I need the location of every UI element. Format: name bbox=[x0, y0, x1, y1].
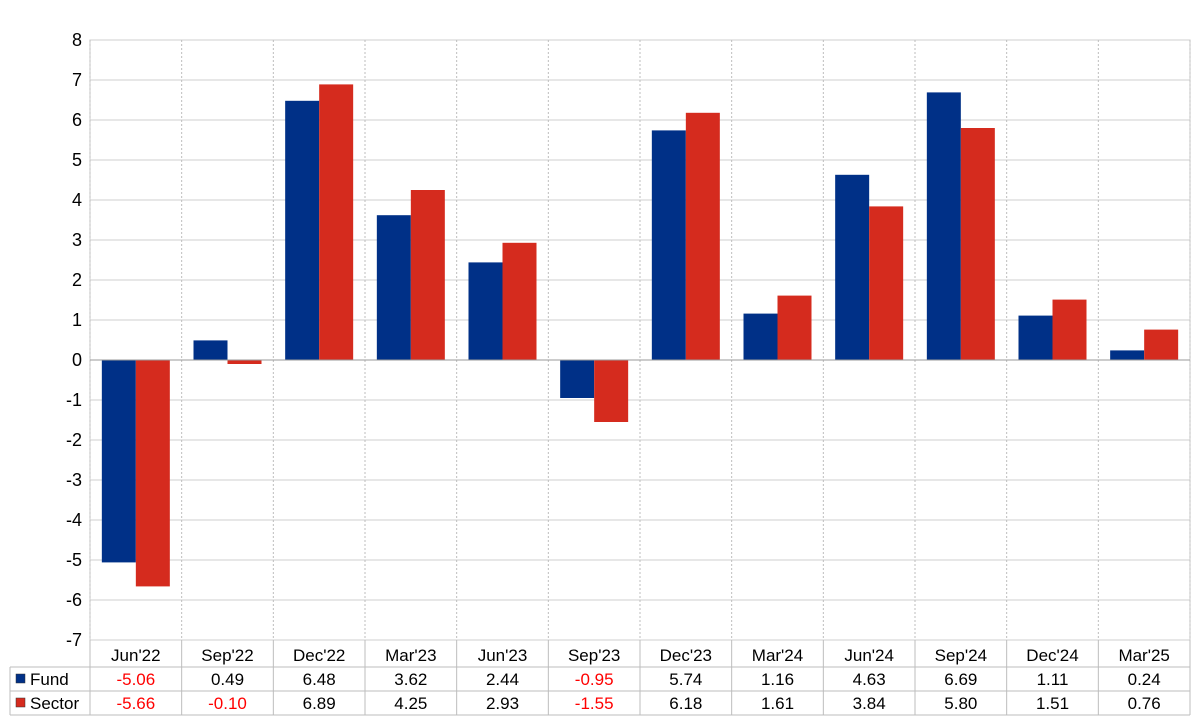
x-tick-label: Dec'23 bbox=[660, 646, 712, 665]
bar-sector bbox=[685, 112, 720, 360]
bar-sector bbox=[227, 360, 262, 364]
bar-fund bbox=[560, 360, 595, 398]
x-tick-label: Dec'22 bbox=[293, 646, 345, 665]
bar-fund bbox=[835, 174, 870, 360]
data-label: 3.84 bbox=[853, 694, 886, 713]
bar-fund bbox=[285, 100, 320, 361]
legend-swatch-fund bbox=[15, 673, 26, 684]
y-tick-label: 5 bbox=[72, 150, 82, 170]
y-tick-label: -3 bbox=[66, 470, 82, 490]
y-tick-label: 3 bbox=[72, 230, 82, 250]
bar-fund bbox=[1110, 350, 1145, 360]
y-tick-label: -4 bbox=[66, 510, 82, 530]
y-tick-label: -5 bbox=[66, 550, 82, 570]
data-label: 0.49 bbox=[211, 670, 244, 689]
y-tick-label: 6 bbox=[72, 110, 82, 130]
data-label: 1.16 bbox=[761, 670, 794, 689]
data-label: 1.11 bbox=[1037, 670, 1069, 689]
bar-sector bbox=[1052, 299, 1087, 360]
bar-fund bbox=[101, 360, 136, 563]
y-tick-label: 2 bbox=[72, 270, 82, 290]
x-tick-label: Mar'25 bbox=[1118, 646, 1169, 665]
data-label: -5.06 bbox=[116, 670, 155, 689]
x-tick-label: Sep'22 bbox=[201, 646, 253, 665]
bar-fund bbox=[193, 340, 228, 360]
data-label: 4.63 bbox=[853, 670, 886, 689]
legend-swatch-sector bbox=[15, 697, 26, 708]
bar-sector bbox=[502, 242, 537, 360]
data-label: 2.93 bbox=[486, 694, 519, 713]
bar-sector bbox=[1144, 329, 1179, 360]
data-label: 0.24 bbox=[1128, 670, 1161, 689]
x-tick-label: Sep'24 bbox=[935, 646, 987, 665]
data-label: 0.76 bbox=[1128, 694, 1161, 713]
y-tick-label: 0 bbox=[72, 350, 82, 370]
x-tick-label: Jun'24 bbox=[844, 646, 894, 665]
bar-sector bbox=[410, 190, 445, 360]
bar-fund bbox=[376, 215, 411, 360]
data-label: 6.48 bbox=[303, 670, 336, 689]
bar-fund bbox=[743, 313, 778, 360]
data-label: -1.55 bbox=[575, 694, 614, 713]
x-tick-label: Dec'24 bbox=[1026, 646, 1078, 665]
bar-sector bbox=[319, 84, 354, 361]
bar-fund bbox=[1018, 315, 1053, 360]
data-label: 5.74 bbox=[669, 670, 702, 689]
data-label: 6.89 bbox=[303, 694, 336, 713]
y-tick-label: -6 bbox=[66, 590, 82, 610]
bar-sector bbox=[594, 360, 629, 422]
y-tick-label: 7 bbox=[72, 70, 82, 90]
y-tick-label: -7 bbox=[66, 630, 82, 650]
data-label: -0.95 bbox=[575, 670, 614, 689]
data-label: -5.66 bbox=[116, 694, 155, 713]
data-label: 1.61 bbox=[761, 694, 794, 713]
bar-fund bbox=[468, 262, 503, 360]
data-label: 1.51 bbox=[1036, 694, 1069, 713]
bar-sector bbox=[777, 295, 812, 360]
legend-label-sector: Sector bbox=[30, 694, 79, 713]
data-label: 6.18 bbox=[669, 694, 702, 713]
bar-fund bbox=[926, 92, 961, 361]
y-tick-label: 4 bbox=[72, 190, 82, 210]
data-label: 5.80 bbox=[944, 694, 977, 713]
y-tick-label: 8 bbox=[72, 30, 82, 50]
x-tick-label: Jun'22 bbox=[111, 646, 161, 665]
data-label: -0.10 bbox=[208, 694, 247, 713]
data-label: 6.69 bbox=[944, 670, 977, 689]
bar-sector bbox=[135, 360, 170, 587]
x-tick-label: Mar'24 bbox=[752, 646, 803, 665]
y-tick-label: -1 bbox=[66, 390, 82, 410]
y-tick-label: -2 bbox=[66, 430, 82, 450]
data-label: 3.62 bbox=[394, 670, 427, 689]
x-tick-label: Jun'23 bbox=[478, 646, 528, 665]
legend-label-fund: Fund bbox=[30, 670, 69, 689]
y-tick-label: 1 bbox=[72, 310, 82, 330]
bar-sector bbox=[869, 206, 904, 360]
x-tick-label: Mar'23 bbox=[385, 646, 436, 665]
data-label: 2.44 bbox=[486, 670, 519, 689]
x-tick-label: Sep'23 bbox=[568, 646, 620, 665]
bar-fund bbox=[651, 130, 686, 360]
data-label: 4.25 bbox=[394, 694, 427, 713]
bar-sector bbox=[960, 128, 995, 360]
